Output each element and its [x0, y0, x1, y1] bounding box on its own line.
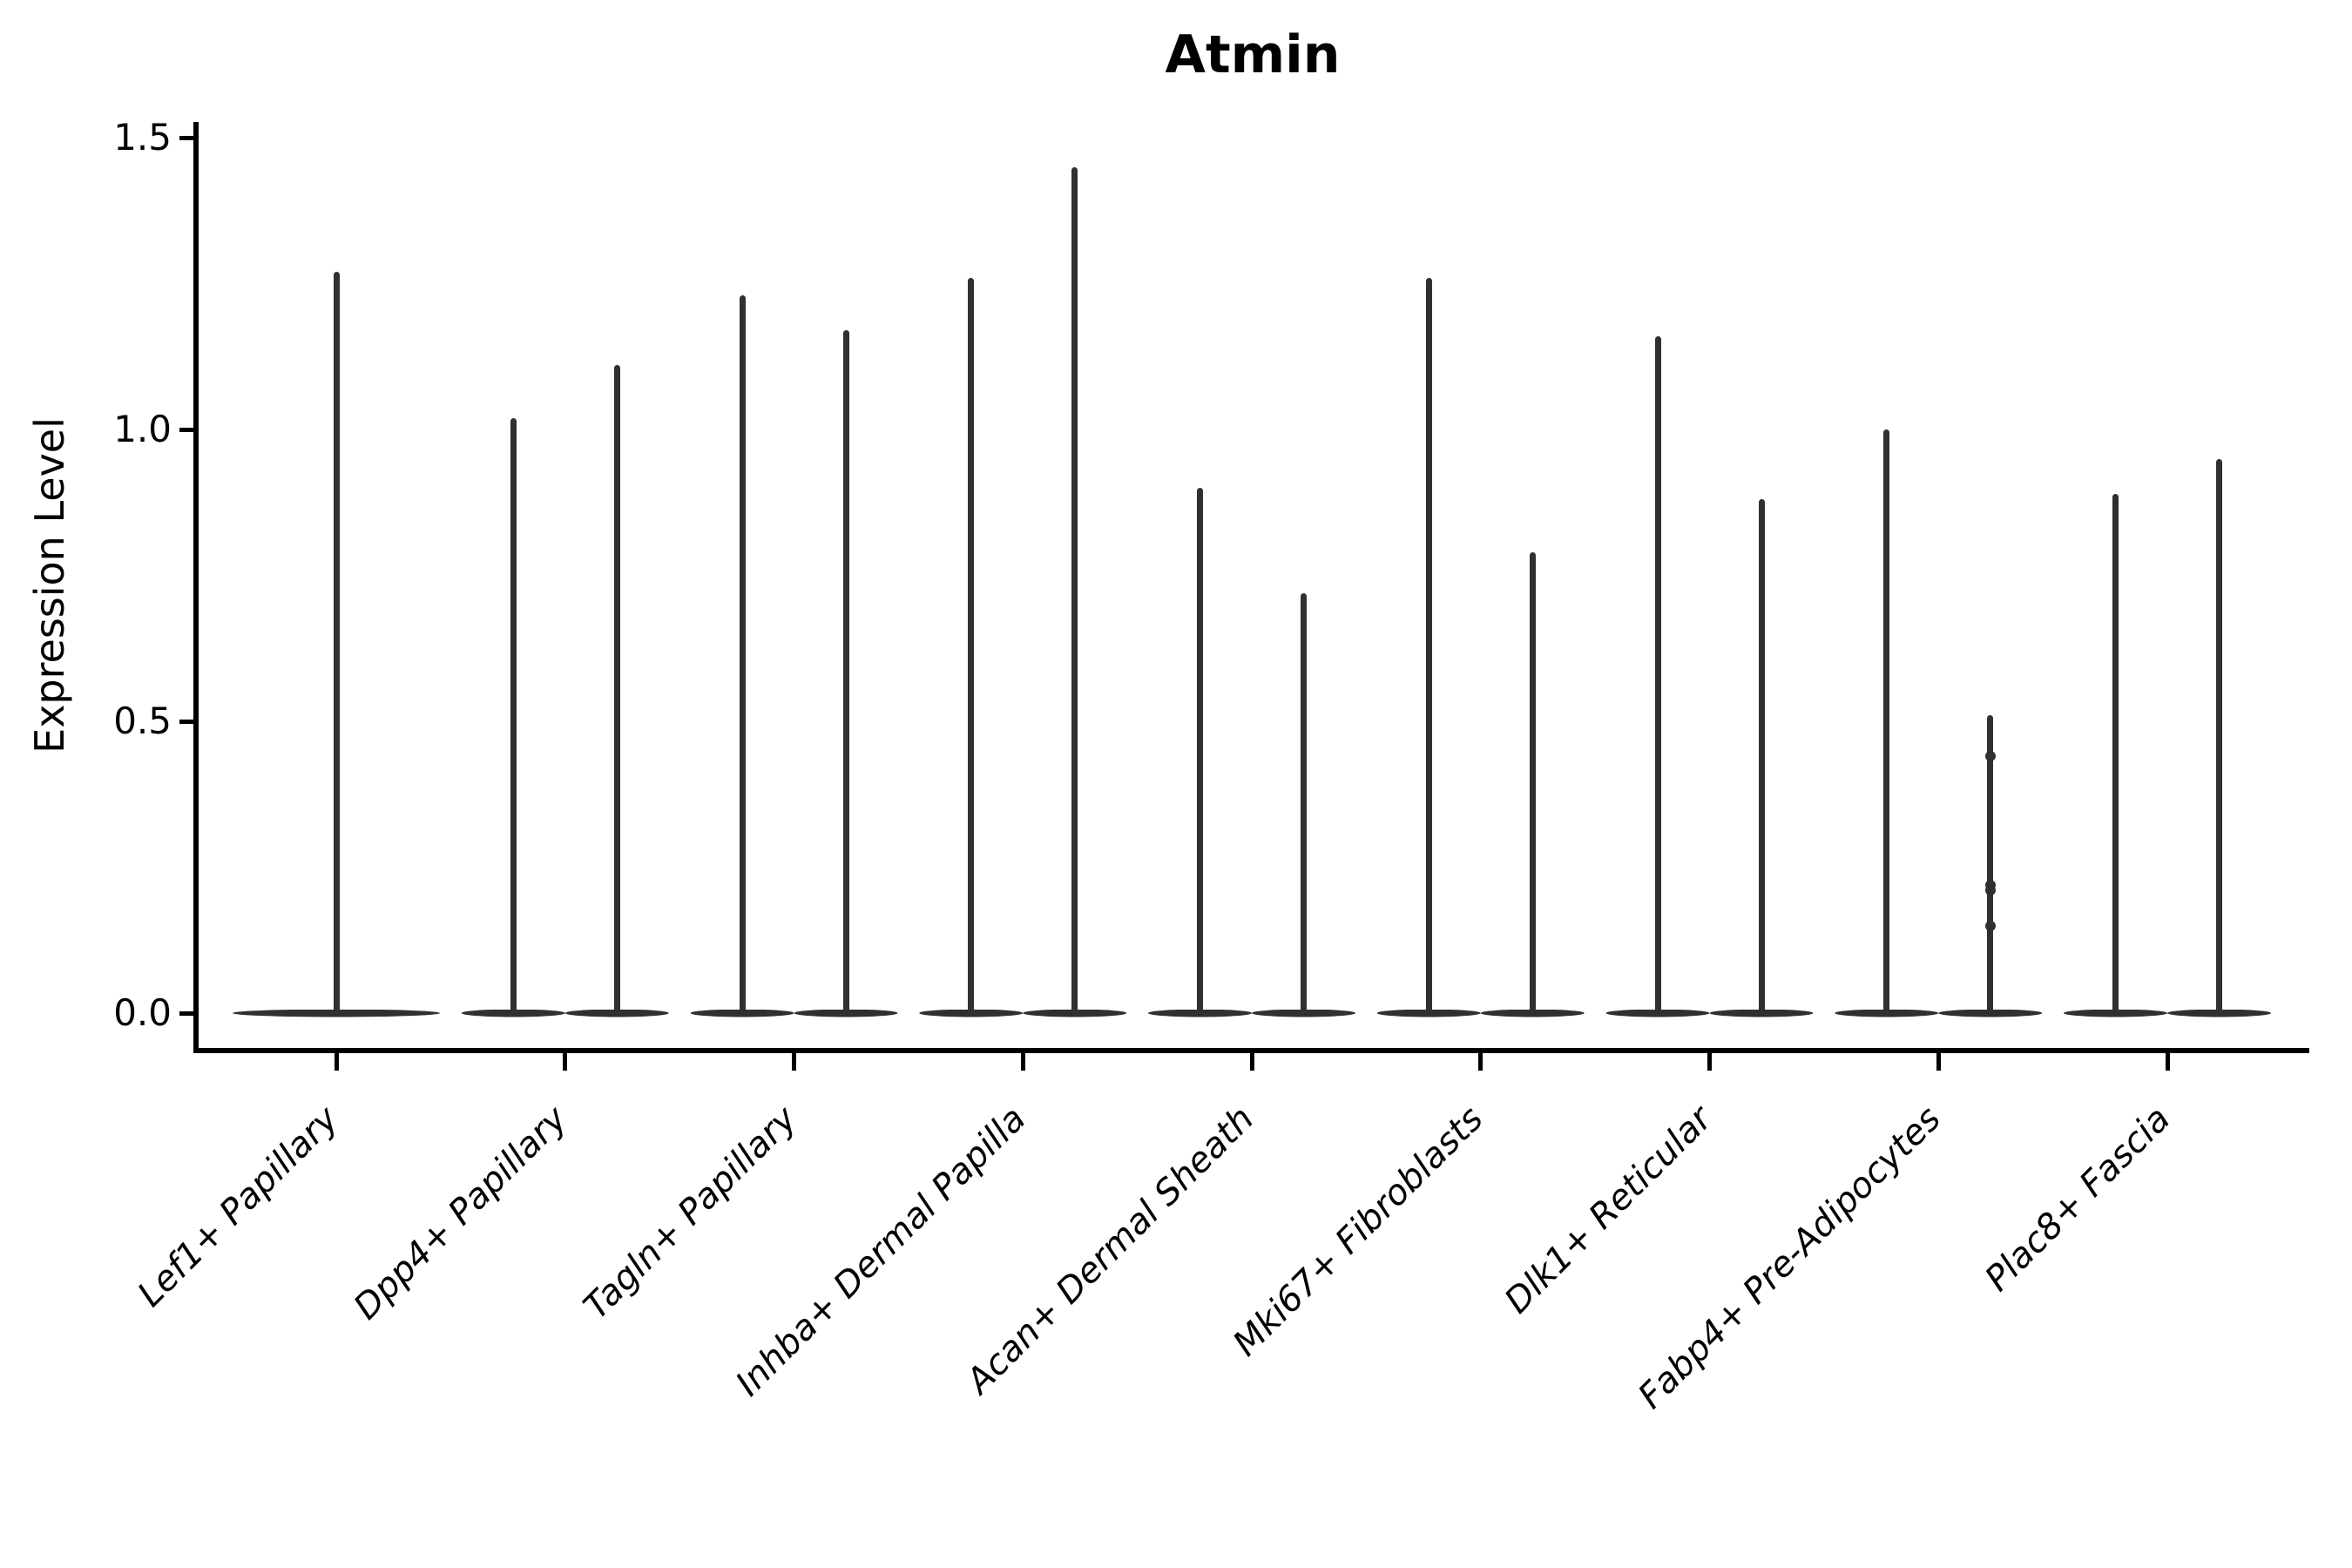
y-tick-mark [179, 1010, 193, 1016]
x-tick-mark [1249, 1053, 1254, 1071]
jitter-point[interactable] [1984, 885, 1996, 896]
violin-spike[interactable] [1197, 488, 1203, 1015]
jitter-point[interactable] [1984, 920, 1996, 931]
x-category-label: Mki67+ Fibroblasts [1225, 1098, 1491, 1364]
x-axis-spine [193, 1048, 2309, 1053]
x-tick-mark [1936, 1053, 1941, 1071]
y-tick-mark [179, 427, 193, 432]
y-axis-spine [193, 122, 199, 1053]
violin-spike[interactable] [1071, 166, 1078, 1015]
x-tick-mark [2165, 1053, 2170, 1071]
x-category-label: Tagln+ Papillary [576, 1098, 805, 1328]
violin-spike[interactable] [1883, 429, 1890, 1015]
violin-spike[interactable] [1758, 499, 1765, 1015]
plot-title: Atmin [1165, 24, 1341, 85]
y-tick-label: 0.5 [113, 700, 172, 742]
x-tick-mark [563, 1053, 568, 1071]
y-tick-mark [179, 719, 193, 724]
violin-spike[interactable] [739, 294, 746, 1015]
violin-spike[interactable] [1654, 335, 1661, 1015]
violin-spike[interactable] [968, 277, 975, 1015]
violin-spike[interactable] [2112, 493, 2119, 1015]
y-tick-label: 1.0 [113, 408, 172, 450]
violin-spike[interactable] [1301, 592, 1307, 1015]
x-tick-mark [792, 1053, 796, 1071]
violin-spike[interactable] [333, 272, 340, 1015]
x-category-label: Dlk1+ Reticular [1497, 1098, 1720, 1321]
x-tick-mark [1707, 1053, 1712, 1071]
y-tick-label: 0.0 [113, 991, 172, 1034]
x-tick-mark [1478, 1053, 1484, 1071]
violin-spike[interactable] [613, 365, 620, 1015]
jitter-point[interactable] [1984, 751, 1996, 762]
x-tick-mark [334, 1053, 339, 1071]
x-category-label: Dpp4+ Papillary [347, 1098, 576, 1328]
violin-spike[interactable] [510, 417, 517, 1015]
x-category-label: Lef1+ Papillary [130, 1098, 347, 1315]
violin-spike[interactable] [2216, 458, 2222, 1015]
x-tick-mark [1020, 1053, 1025, 1071]
violin-spike[interactable] [1425, 277, 1432, 1015]
violin-spike[interactable] [842, 330, 849, 1015]
y-tick-mark [179, 135, 193, 140]
x-category-label: Plac8+ Fascia [1977, 1098, 2178, 1300]
violin-spike[interactable] [1529, 551, 1536, 1015]
y-tick-label: 1.5 [113, 116, 172, 159]
violin-spike[interactable] [1987, 715, 1994, 1015]
